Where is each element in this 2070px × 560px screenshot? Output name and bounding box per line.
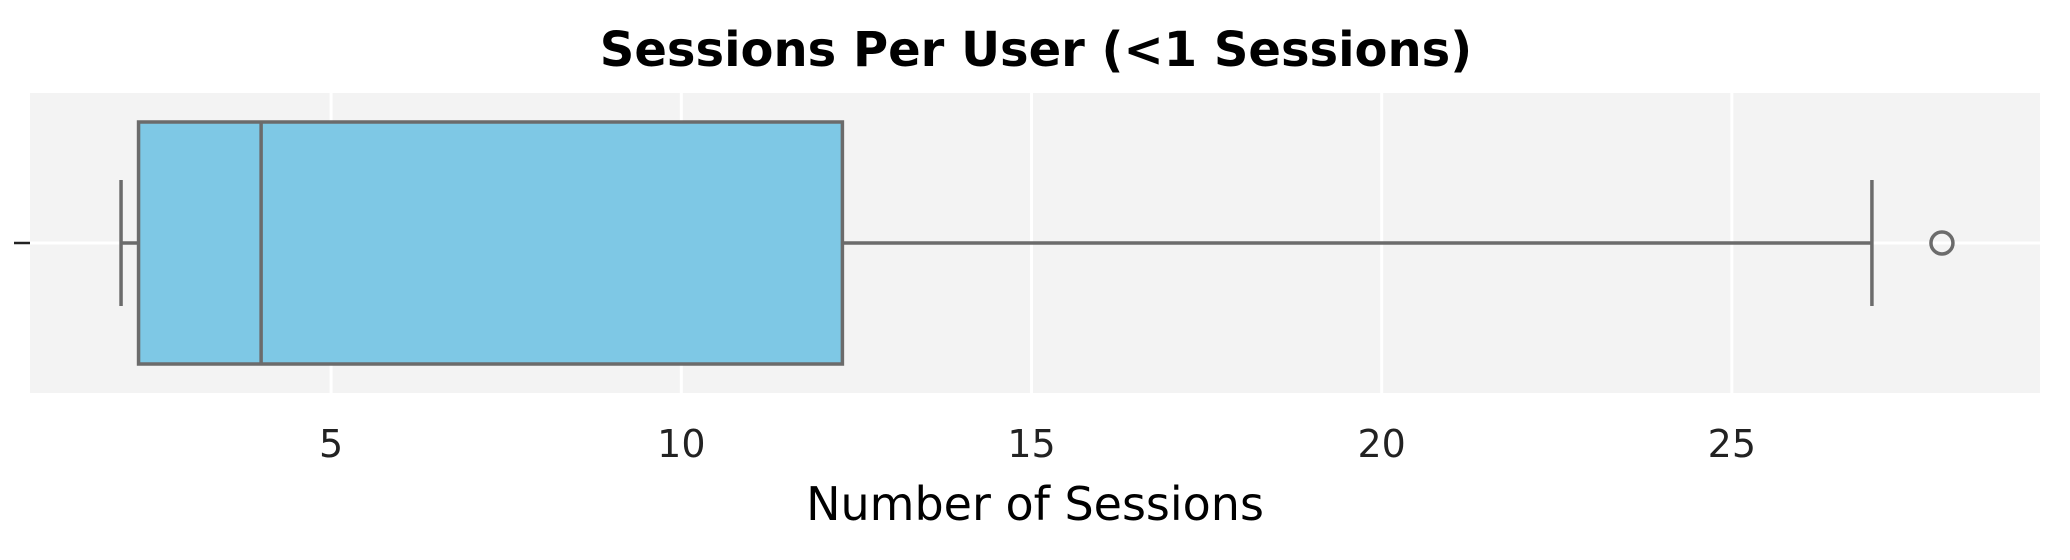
x-tick-label: 25 bbox=[1708, 422, 1756, 466]
x-tick-label: 15 bbox=[1007, 422, 1055, 466]
box-iqr bbox=[136, 120, 845, 366]
chart-title: Sessions Per User (<1 Sessions) bbox=[600, 22, 1472, 78]
x-tick-label: 5 bbox=[319, 422, 343, 466]
x-tick-label: 20 bbox=[1357, 422, 1405, 466]
outlier-point bbox=[1929, 230, 1955, 256]
x-axis-ticks: 5 10 15 20 25 bbox=[319, 422, 1756, 466]
x-axis-label: Number of Sessions bbox=[806, 477, 1264, 531]
box-plot bbox=[119, 120, 1955, 366]
x-tick-label: 10 bbox=[657, 422, 705, 466]
